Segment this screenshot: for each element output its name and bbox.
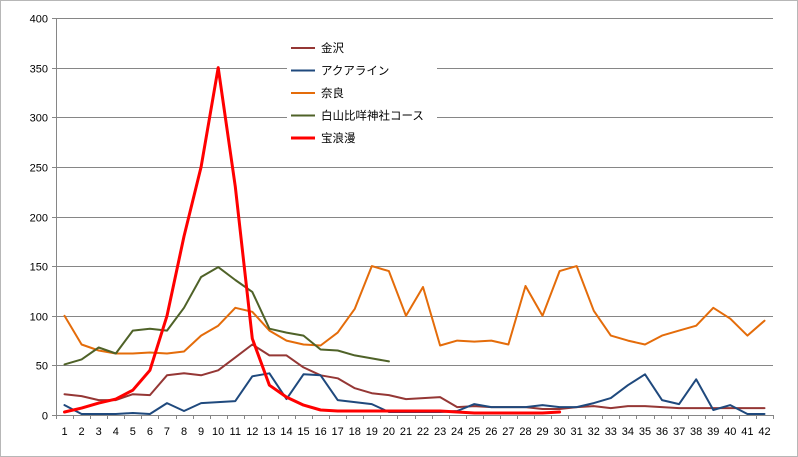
x-tick-label: 35 <box>639 426 651 438</box>
x-tick-label: 24 <box>451 426 463 438</box>
x-tick-label: 18 <box>349 426 361 438</box>
y-tick-label: 50 <box>36 361 48 373</box>
series-line-4 <box>63 266 390 366</box>
y-tick-label: 350 <box>30 64 48 76</box>
x-tick-label: 11 <box>230 426 241 438</box>
x-tick-label: 14 <box>280 426 292 438</box>
series-lines <box>63 66 766 415</box>
x-tick-label: 9 <box>198 426 204 438</box>
x-tick-label: 10 <box>212 426 224 438</box>
x-tick-label: 1 <box>61 426 67 438</box>
legend-label: 宝浪漫 <box>321 131 356 145</box>
x-tick-label: 27 <box>502 426 514 438</box>
y-tick-label: 300 <box>30 113 48 125</box>
y-tick-label: 400 <box>30 14 48 26</box>
x-tick-label: 40 <box>724 426 736 438</box>
x-tick-label: 42 <box>758 426 770 438</box>
x-tick-label: 4 <box>113 426 119 438</box>
legend-label: 金沢 <box>321 41 344 55</box>
x-tick-label: 29 <box>536 426 548 438</box>
x-tick-label: 32 <box>588 426 600 438</box>
y-tick-label: 200 <box>30 213 48 225</box>
x-tick-label: 28 <box>519 426 531 438</box>
legend-label: 白山比咩神社コース <box>321 109 424 123</box>
series-line-5 <box>63 66 562 415</box>
x-tick-label: 7 <box>164 426 170 438</box>
series-line-3 <box>63 265 766 355</box>
x-tick-label: 41 <box>741 426 753 438</box>
y-tick-label: 250 <box>30 163 48 175</box>
x-tick-label: 31 <box>571 426 583 438</box>
x-tick-label: 2 <box>79 426 85 438</box>
y-tick-label: 0 <box>42 411 48 423</box>
x-tick-label: 25 <box>468 426 480 438</box>
x-tick-label: 39 <box>707 426 719 438</box>
x-tick-label: 36 <box>656 426 668 438</box>
x-tick-label: 21 <box>400 426 412 438</box>
x-tick-label: 30 <box>553 426 565 438</box>
x-tick-label: 37 <box>673 426 685 438</box>
x-tick-label: 12 <box>246 426 258 438</box>
legend-label: アクアライン <box>321 65 389 78</box>
x-tick-label: 6 <box>147 426 153 438</box>
x-tick-label: 34 <box>622 426 634 438</box>
x-tick-label: 22 <box>417 426 429 438</box>
x-tick-label: 20 <box>383 426 395 438</box>
legend-background <box>287 31 437 148</box>
x-tick-label: 13 <box>263 426 275 438</box>
x-tick-label: 15 <box>297 426 309 438</box>
legend-label: 奈良 <box>321 86 344 100</box>
x-tick-label: 33 <box>605 426 617 438</box>
x-tick-label: 19 <box>366 426 378 438</box>
x-tick-label: 38 <box>690 426 702 438</box>
x-tick-label: 3 <box>96 426 102 438</box>
x-tick-label: 16 <box>314 426 326 438</box>
x-tick-label: 26 <box>485 426 497 438</box>
y-tick-label: 100 <box>30 312 48 324</box>
x-tick-label: 5 <box>130 426 136 438</box>
series-line-1 <box>63 343 766 410</box>
x-tick-label: 8 <box>181 426 187 438</box>
x-tick-label: 17 <box>332 426 344 438</box>
y-tick-label: 150 <box>30 262 48 274</box>
x-tick-label: 23 <box>434 426 446 438</box>
